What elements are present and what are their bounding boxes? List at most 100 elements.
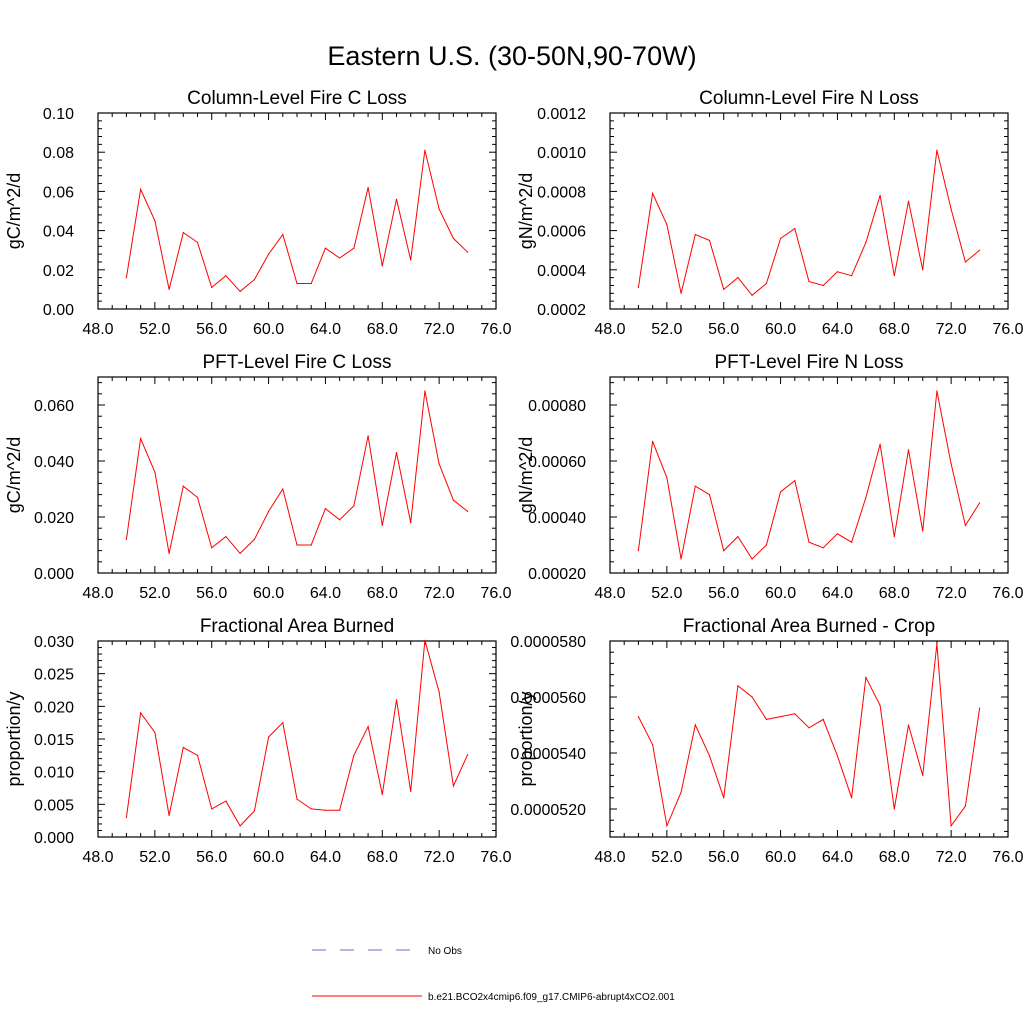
data-point: [751, 558, 753, 560]
x-tick-label: 68.0: [367, 321, 398, 338]
data-point: [253, 538, 255, 541]
legend-label-no-obs: No Obs: [428, 946, 462, 957]
data-point: [680, 791, 682, 793]
y-tick-label: 0.0006: [537, 224, 586, 241]
data-point: [652, 192, 654, 194]
panel-title: Fractional Area Burned: [200, 616, 394, 637]
data-point: [964, 805, 966, 807]
x-tick-label: 72.0: [424, 585, 455, 602]
x-tick-label: 52.0: [139, 585, 170, 602]
data-point: [211, 286, 213, 289]
data-point: [751, 294, 753, 296]
panel-1: Column-Level Fire C Loss gC/m^2/d 48.0 52.0…: [4, 88, 512, 338]
data-point: [182, 231, 184, 234]
data-point: [310, 544, 312, 546]
x-tick-label: 68.0: [879, 321, 910, 338]
data-point: [779, 237, 782, 240]
data-point: [410, 790, 412, 792]
x-tick-label: 64.0: [822, 321, 853, 338]
x-tick-label: 56.0: [196, 585, 227, 602]
data-point: [211, 547, 213, 549]
x-tick-label: 68.0: [367, 849, 398, 866]
x-tick-label: 72.0: [936, 585, 967, 602]
y-tick-label: 0.0002: [537, 302, 586, 319]
data-point: [851, 275, 853, 277]
data-point: [879, 704, 881, 707]
data-point: [779, 716, 782, 718]
data-point: [652, 440, 654, 442]
series-line: [637, 390, 981, 560]
data-point: [424, 149, 426, 151]
data-point: [182, 485, 184, 487]
data-point: [794, 713, 796, 715]
figure-title: Eastern U.S. (30-50N,90-70W): [327, 41, 696, 71]
x-tick-label: 60.0: [765, 321, 796, 338]
data-point: [154, 471, 156, 473]
x-tick-label: 48.0: [82, 585, 113, 602]
y-axis-label: proportion/y: [4, 691, 24, 786]
data-point: [978, 502, 981, 504]
data-point: [140, 712, 142, 714]
data-point: [836, 271, 839, 273]
data-point: [680, 292, 682, 294]
x-tick-label: 56.0: [708, 849, 739, 866]
data-point: [737, 277, 739, 279]
data-point: [907, 724, 910, 726]
y-tick-label: 0.060: [34, 398, 74, 415]
data-point: [324, 508, 327, 510]
x-tick-label: 64.0: [822, 585, 853, 602]
data-point: [239, 290, 241, 292]
data-point: [907, 449, 910, 451]
data-point: [637, 286, 640, 289]
panel-3: PFT-Level Fire C Loss gC/m^2/d 48.0 52.0 56.…: [4, 352, 512, 602]
x-tick-label: 76.0: [480, 321, 511, 338]
data-point: [652, 744, 654, 746]
legend: No Obs b.e21.BCO2x4cmip6.f09_g17.CMIP6-a…: [312, 946, 675, 1003]
data-point: [851, 541, 853, 543]
data-point: [196, 754, 199, 756]
data-point: [424, 639, 426, 641]
y-tick-label: 0.020: [34, 510, 74, 527]
data-point: [282, 722, 284, 724]
data-point: [125, 277, 128, 279]
y-tick-label: 0.030: [34, 634, 74, 651]
data-point: [936, 390, 938, 392]
data-point: [666, 825, 668, 827]
panel-title: Fractional Area Burned - Crop: [683, 616, 935, 637]
data-point: [879, 194, 881, 196]
series-line: [637, 643, 981, 828]
panel-6: Fractional Area Burned - Crop proportion/…: [510, 616, 1023, 866]
x-tick-label: 76.0: [992, 585, 1023, 602]
data-point: [353, 247, 355, 249]
data-point: [353, 754, 355, 756]
data-point: [395, 699, 398, 701]
data-point: [822, 718, 824, 721]
x-tick-label: 68.0: [879, 849, 910, 866]
x-tick-label: 76.0: [992, 849, 1023, 866]
data-point: [822, 284, 824, 287]
y-tick-label: 0.015: [34, 732, 74, 749]
data-point: [182, 746, 184, 749]
data-point: [267, 253, 270, 255]
y-tick-label: 0.000: [34, 566, 74, 583]
data-point: [666, 477, 668, 479]
x-tick-label: 60.0: [253, 585, 284, 602]
x-tick-label: 48.0: [82, 849, 113, 866]
data-point: [466, 754, 469, 756]
x-tick-label: 68.0: [367, 585, 398, 602]
y-tick-label: 0.00040: [528, 510, 586, 527]
data-point: [125, 538, 128, 541]
y-tick-label: 0.0000560: [510, 690, 586, 707]
series-line: [125, 640, 469, 827]
data-point: [865, 496, 867, 498]
y-axis-label: gN/m^2/d: [516, 173, 536, 249]
data-point: [466, 251, 469, 253]
data-point: [794, 480, 796, 482]
y-tick-label: 0.04: [43, 224, 74, 241]
data-point: [865, 241, 867, 243]
data-point: [922, 530, 924, 532]
data-point: [367, 435, 369, 437]
data-point: [922, 269, 924, 271]
x-tick-label: 68.0: [879, 585, 910, 602]
